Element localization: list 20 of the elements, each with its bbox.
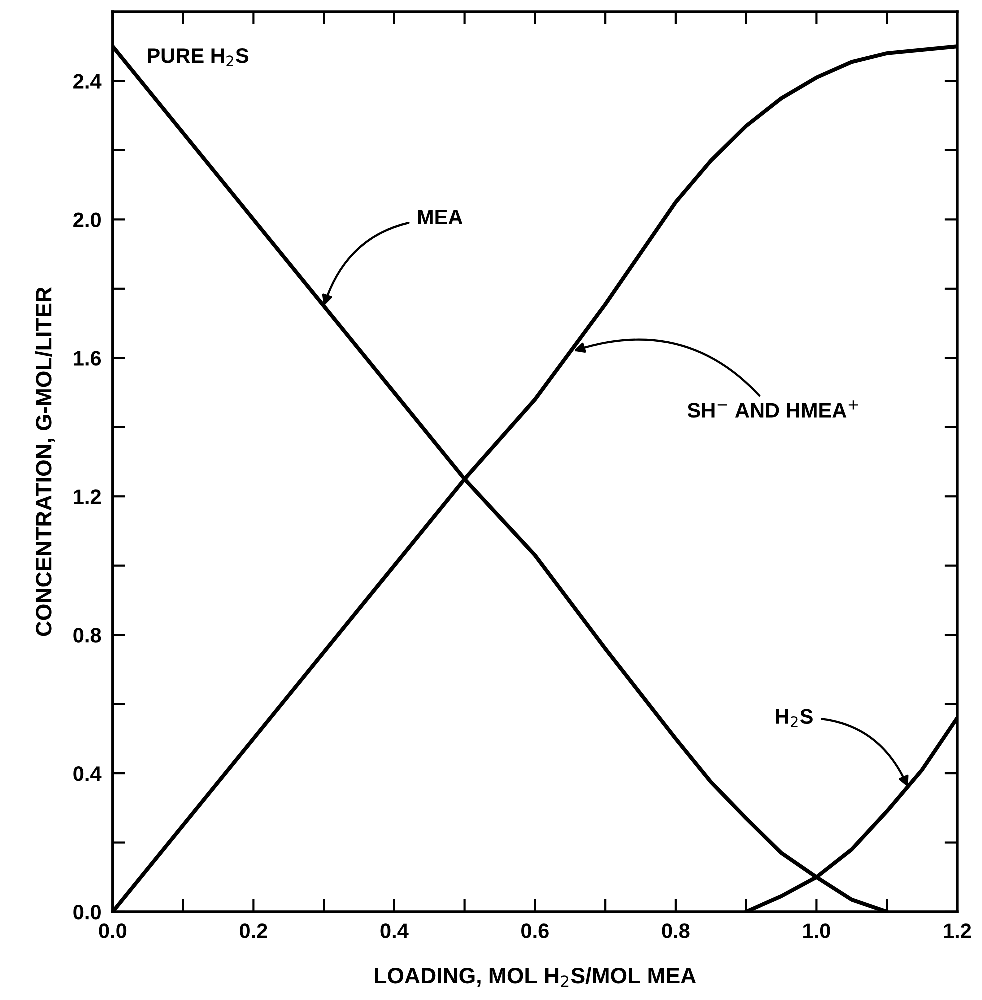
- y-tick-label: 0.8: [74, 628, 102, 643]
- annotation: H$_{2}$S: [776, 709, 813, 728]
- y-tick-label: 2.0: [74, 212, 101, 228]
- y-tick-label: 1.6: [74, 351, 102, 366]
- x-tick-label: 0.0: [99, 924, 127, 938]
- annotation: PURE H$_{2}$S: [148, 48, 249, 66]
- x-tick-label: 0.2: [240, 924, 268, 938]
- x-tick-label: 0.6: [522, 924, 549, 938]
- annotation: SH$^{−}$ AND HMEA$^{+}$: [688, 400, 858, 418]
- x-axis-title: LOADING, MOL H$_{2}$S/MOL MEA: [375, 967, 696, 988]
- x-tick-label: 1.0: [804, 924, 830, 938]
- x-tick-label: 1.2: [944, 924, 972, 938]
- y-tick-label: 0.0: [74, 905, 101, 920]
- y-tick-label: 1.2: [74, 490, 101, 504]
- y-tick-label: 0.4: [74, 766, 102, 782]
- x-tick-label: 0.4: [380, 924, 409, 938]
- annotation: MEA: [418, 210, 463, 224]
- x-tick-label: 0.8: [662, 924, 690, 938]
- y-axis-title: CONCENTRATION, G-MOL/LITER: [35, 287, 56, 636]
- y-tick-label: 2.4: [74, 74, 102, 89]
